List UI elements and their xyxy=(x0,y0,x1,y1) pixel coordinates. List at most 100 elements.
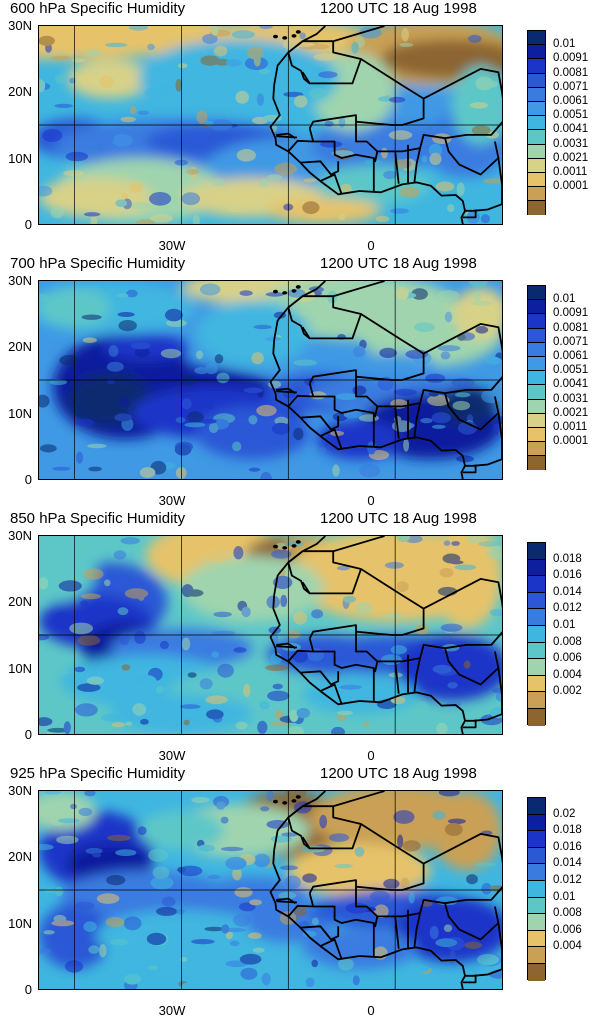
colorbar-swatch xyxy=(528,930,545,948)
humidity-speckle xyxy=(324,120,334,127)
island xyxy=(291,289,297,293)
colorbar-swatch xyxy=(528,371,545,386)
humidity-speckle xyxy=(311,959,319,968)
humidity-speckle xyxy=(191,796,210,804)
humidity-speckle xyxy=(425,373,446,383)
colorbar xyxy=(527,542,546,726)
humidity-speckle xyxy=(388,672,403,678)
map-panel: 925 hPa Specific Humidity 1200 UTC 18 Aug… xyxy=(0,765,600,1020)
coastline-border xyxy=(332,26,385,43)
coastline-border xyxy=(276,645,297,649)
humidity-speckle xyxy=(463,660,471,669)
humidity-speckle xyxy=(207,874,221,880)
humidity-speckle xyxy=(408,964,429,973)
humidity-speckle xyxy=(172,136,180,145)
humidity-speckle xyxy=(414,811,429,817)
humidity-speckle xyxy=(202,33,218,44)
humidity-speckle xyxy=(288,593,306,608)
coastline-border xyxy=(300,160,340,176)
humidity-speckle xyxy=(240,967,258,980)
humidity-speckle xyxy=(126,289,138,298)
humidity-speckle xyxy=(436,722,448,734)
island xyxy=(295,30,301,34)
panel-time: 1200 UTC 18 Aug 1998 xyxy=(320,0,477,17)
humidity-speckle xyxy=(232,441,242,452)
colorbar-swatch xyxy=(528,187,545,202)
humidity-speckle xyxy=(88,945,100,954)
coastline-border xyxy=(308,823,425,894)
humidity-speckle xyxy=(334,863,353,869)
colorbar-swatch xyxy=(528,675,545,693)
humidity-speckle xyxy=(492,687,502,694)
humidity-speckle xyxy=(256,404,277,417)
colorbar-label: 0.0041 xyxy=(553,123,589,136)
humidity-speckle xyxy=(58,818,80,824)
humidity-speckle xyxy=(340,183,352,194)
colorbar-label: 0.006 xyxy=(553,923,582,936)
colorbar-label: 0.01 xyxy=(553,619,576,631)
y-tick-label: 20N xyxy=(8,339,32,354)
coastline-border xyxy=(332,281,385,298)
humidity-speckle xyxy=(110,938,129,946)
coastline-border xyxy=(300,925,340,941)
coastline-border xyxy=(287,649,314,662)
humidity-speckle xyxy=(231,30,255,39)
humidity-speckle xyxy=(84,791,96,797)
humidity-speckle xyxy=(411,288,428,300)
humidity-blob xyxy=(316,419,403,460)
humidity-speckle xyxy=(80,593,101,600)
colorbar-label: 0.0021 xyxy=(553,151,589,164)
humidity-speckle xyxy=(266,820,289,829)
coastline-border xyxy=(300,670,340,686)
humidity-speckle xyxy=(388,320,404,332)
humidity-speckle xyxy=(475,76,494,91)
humidity-speckle xyxy=(293,359,318,366)
coastline-border xyxy=(413,657,421,693)
humidity-speckle xyxy=(302,873,317,883)
humidity-speckle xyxy=(212,178,226,187)
humidity-speckle xyxy=(352,975,360,986)
humidity-speckle xyxy=(293,427,304,441)
humidity-speckle xyxy=(184,422,206,428)
island xyxy=(291,34,297,38)
humidity-speckle xyxy=(293,905,307,917)
colorbar-swatch xyxy=(528,914,545,931)
humidity-speckle xyxy=(236,149,256,162)
humidity-speckle xyxy=(123,916,142,931)
humidity-speckle xyxy=(271,422,291,435)
humidity-speckle xyxy=(104,579,111,587)
coastline-border xyxy=(320,938,343,960)
humidity-speckle xyxy=(249,899,262,906)
colorbar-swatch xyxy=(528,356,545,372)
x-tick-label: 30W xyxy=(158,748,186,763)
humidity-speckle xyxy=(319,814,328,829)
humidity-speckle xyxy=(311,917,319,926)
humidity-speckle xyxy=(78,807,93,817)
humidity-speckle xyxy=(305,977,315,988)
colorbar-label: 0.0021 xyxy=(553,406,589,419)
y-tick-label: 20N xyxy=(8,84,32,99)
coastline-border xyxy=(413,912,421,948)
humidity-speckle xyxy=(399,186,420,198)
humidity-speckle xyxy=(217,663,234,678)
coastline-border xyxy=(287,550,311,595)
map-panel: 850 hPa Specific Humidity 1200 UTC 18 Aug… xyxy=(0,510,600,765)
colorbar-label: 0.0011 xyxy=(553,166,588,178)
coastline-border xyxy=(465,667,502,722)
humidity-speckle xyxy=(161,896,176,907)
humidity-field xyxy=(39,791,502,989)
humidity-speckle xyxy=(469,102,488,109)
humidity-speckle xyxy=(397,834,404,849)
humidity-speckle xyxy=(253,853,270,868)
coastline-border xyxy=(444,902,500,941)
colorbar-swatch xyxy=(528,385,545,400)
coastline-border xyxy=(308,383,396,418)
coastline-border xyxy=(300,415,340,431)
humidity-speckle xyxy=(388,130,413,140)
colorbar-swatch xyxy=(528,172,545,188)
colorbar-swatch xyxy=(528,87,545,102)
humidity-speckle xyxy=(134,630,146,644)
humidity-speckle xyxy=(468,281,488,288)
humidity-speckle xyxy=(118,320,137,332)
humidity-speckle xyxy=(79,300,92,308)
